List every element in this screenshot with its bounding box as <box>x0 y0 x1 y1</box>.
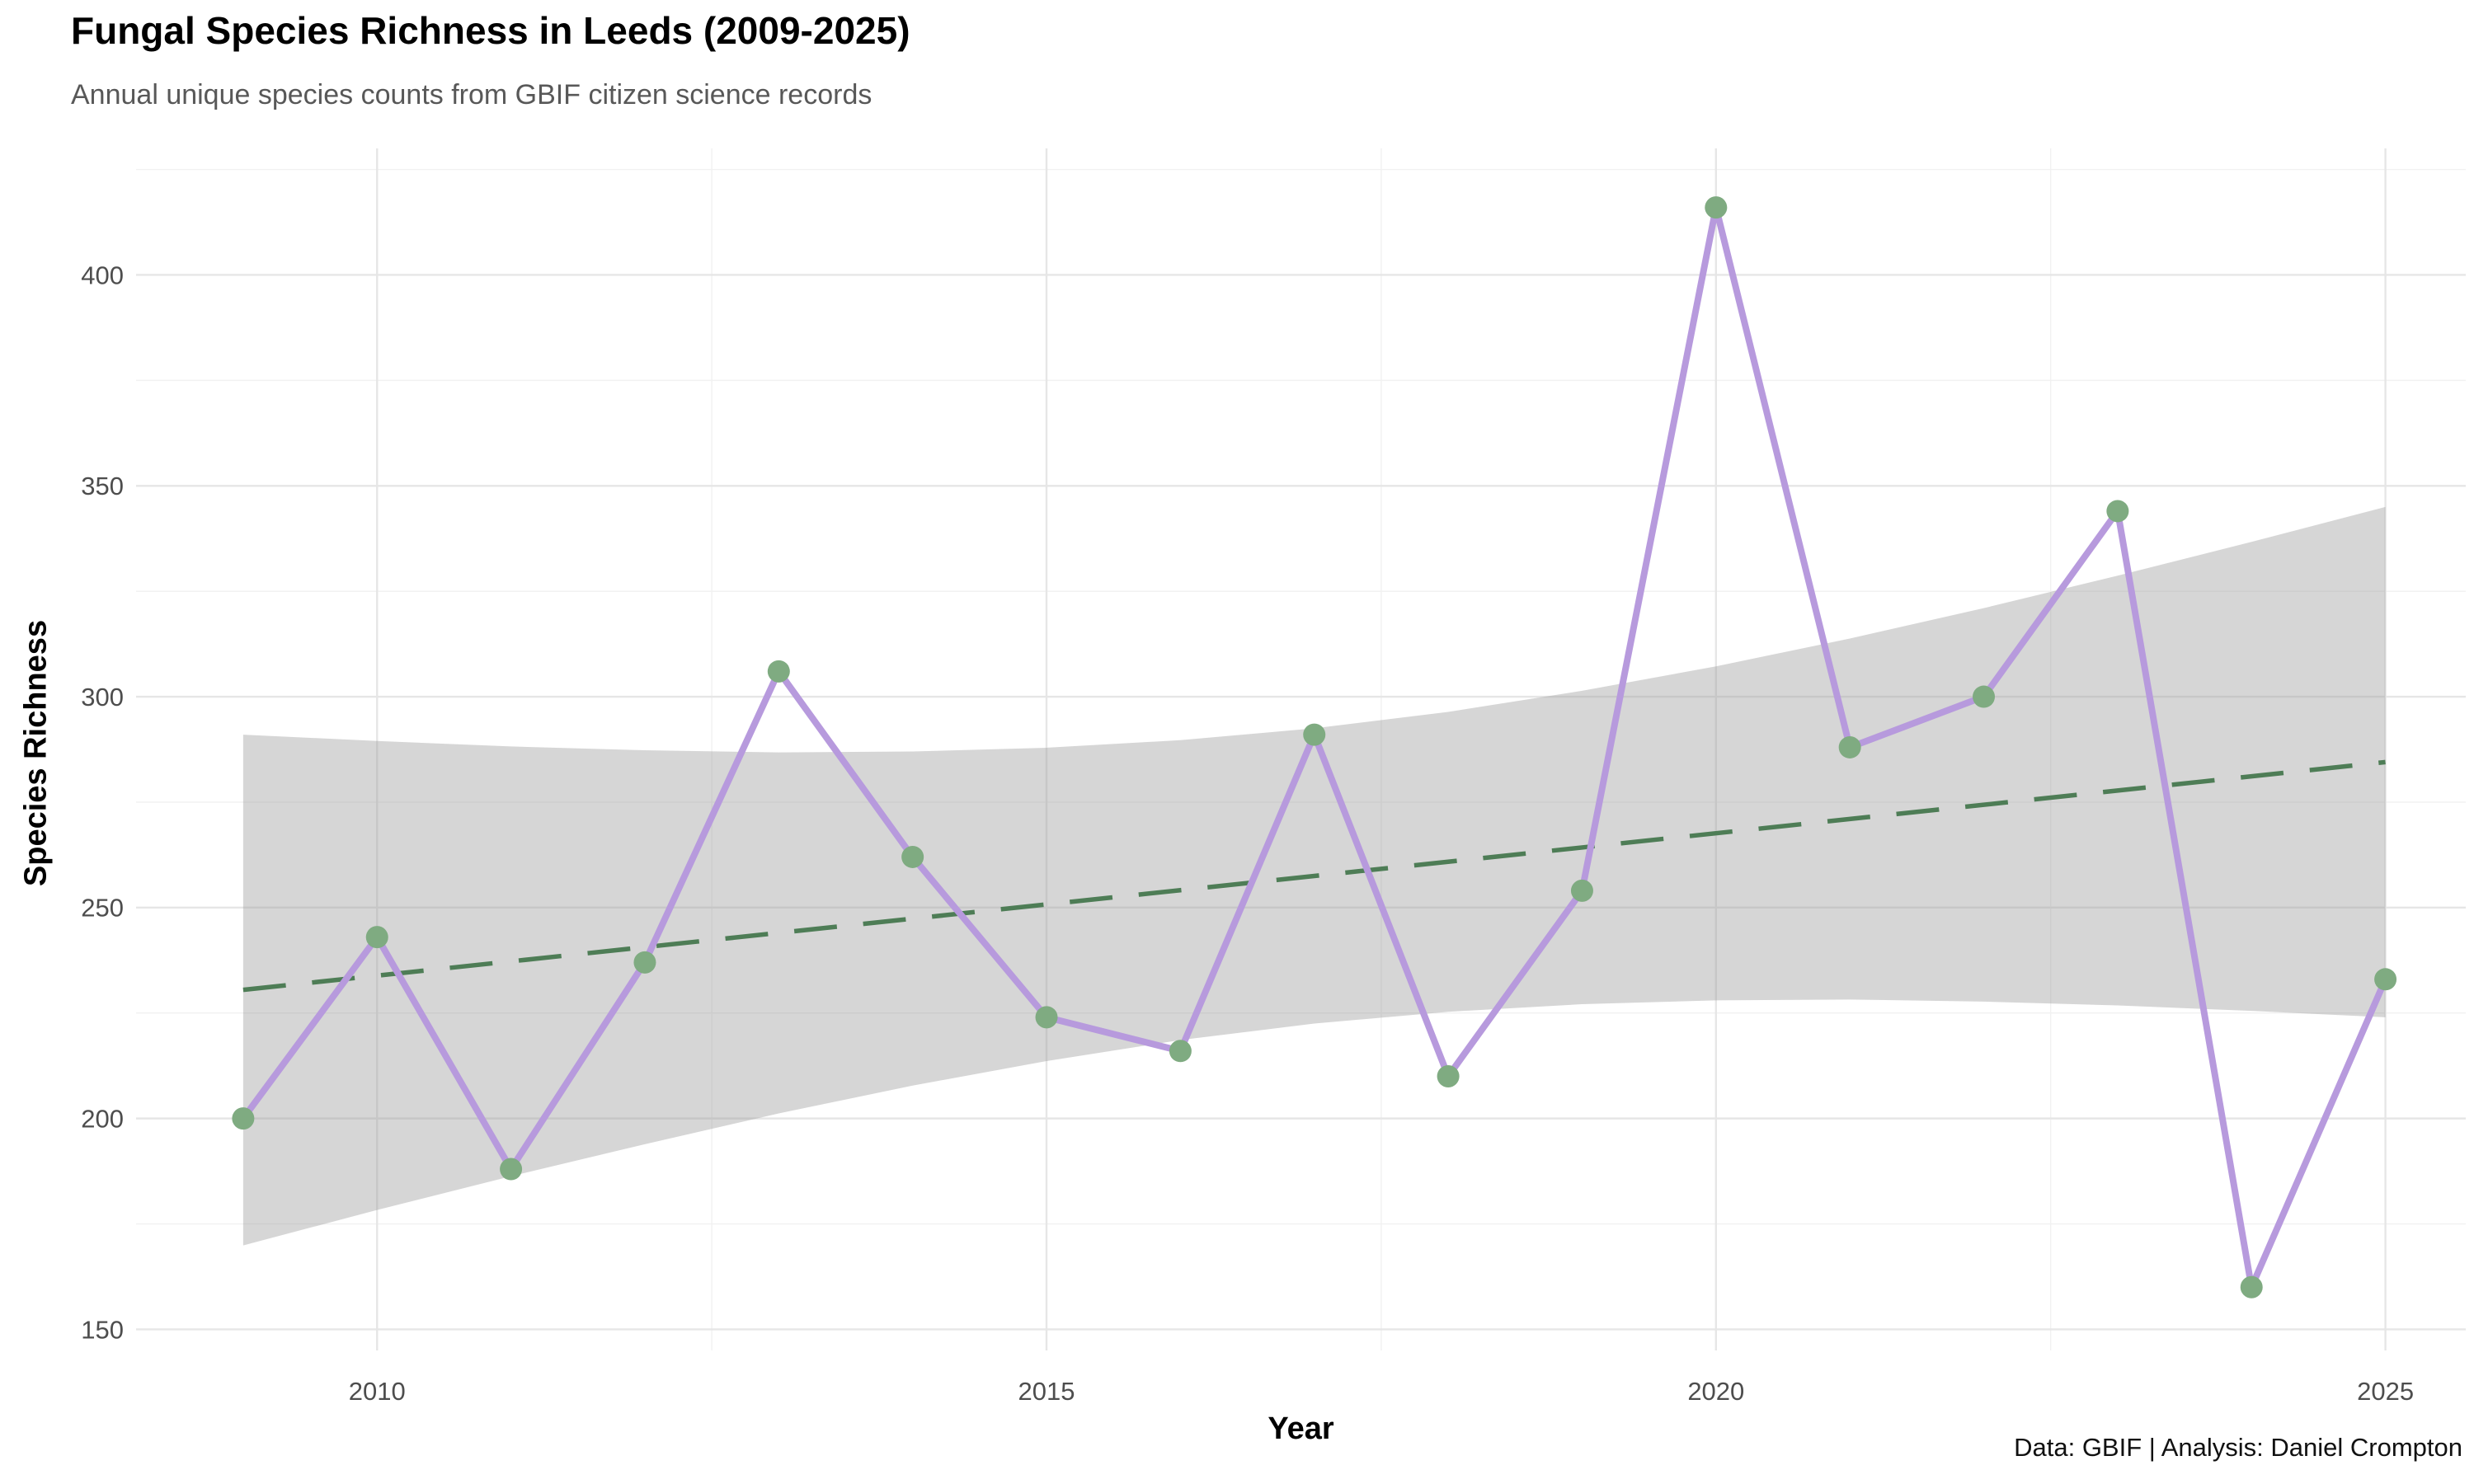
data-point-2020 <box>1705 196 1728 219</box>
trend-line <box>242 759 2386 993</box>
data-point-2013 <box>767 660 790 683</box>
x-tick-label-2020: 2020 <box>1687 1377 1744 1406</box>
data-point-2023 <box>2106 500 2129 523</box>
data-point-2025 <box>2374 968 2397 991</box>
x-tick-label-2015: 2015 <box>1018 1377 1075 1406</box>
y-tick-label-350: 350 <box>81 472 124 500</box>
y-tick-label-300: 300 <box>81 683 124 711</box>
chart-subtitle: Annual unique species counts from GBIF c… <box>71 79 872 110</box>
data-point-2010 <box>365 926 388 949</box>
trend-dashed-line <box>242 759 2386 993</box>
data-point-2011 <box>500 1158 523 1181</box>
y-tick-label-400: 400 <box>81 261 124 289</box>
data-point-2015 <box>1035 1006 1058 1029</box>
x-axis-title: Year <box>1268 1411 1334 1446</box>
y-tick-label-150: 150 <box>81 1315 124 1344</box>
y-axis-title: Species Richness <box>18 619 54 887</box>
gridlines-major <box>136 148 2466 1350</box>
data-point-2009 <box>232 1107 255 1130</box>
data-point-2016 <box>1169 1040 1192 1063</box>
data-point-2014 <box>901 845 924 868</box>
data-point-2018 <box>1437 1064 1460 1087</box>
y-tick-label-250: 250 <box>81 894 124 923</box>
gridlines-minor <box>136 148 2466 1350</box>
data-points <box>232 196 2397 1298</box>
chart-caption: Data: GBIF | Analysis: Daniel Crompton <box>2014 1433 2462 1462</box>
data-point-2024 <box>2240 1275 2263 1298</box>
y-tick-label-200: 200 <box>81 1104 124 1133</box>
data-point-2019 <box>1570 879 1593 902</box>
data-point-2022 <box>1973 685 1996 708</box>
x-tick-label-2025: 2025 <box>2357 1377 2414 1406</box>
data-point-2017 <box>1303 723 1326 746</box>
y-axis-tick-labels: 150 200 250 300 350 400 <box>81 261 124 1344</box>
x-axis-tick-labels: 2010 2015 2020 2025 <box>349 1377 2414 1406</box>
x-tick-label-2010: 2010 <box>349 1377 406 1406</box>
data-point-2012 <box>633 951 656 974</box>
data-point-2021 <box>1838 735 1861 758</box>
chart-title: Fungal Species Richness in Leeds (2009-2… <box>71 9 910 52</box>
